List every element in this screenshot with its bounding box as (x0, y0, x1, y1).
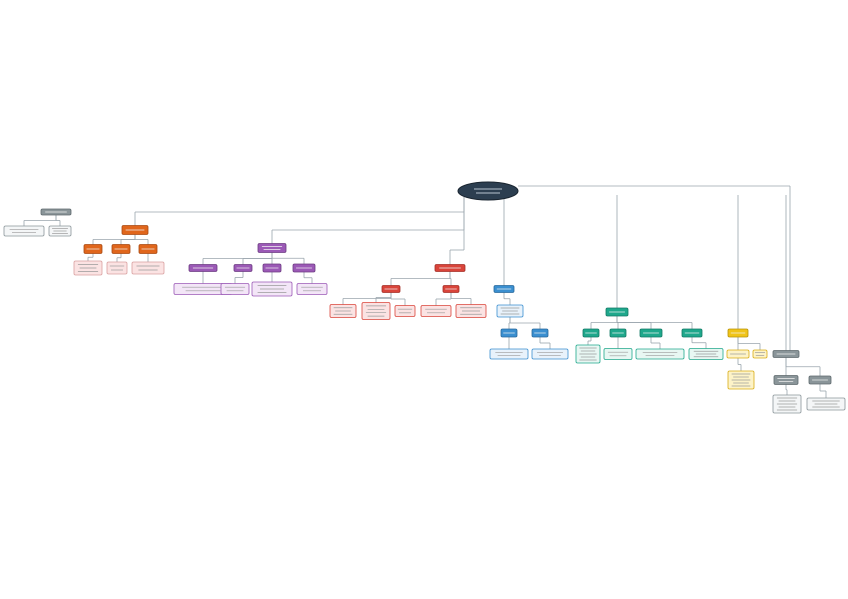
leaf-node (531, 348, 569, 360)
leaf-node (131, 261, 165, 275)
leaf-node (603, 348, 633, 360)
topic-node (257, 243, 287, 253)
leaf-node (635, 348, 685, 360)
leaf-node (220, 283, 250, 295)
leaf-node (3, 225, 45, 237)
leaf-node (394, 305, 416, 317)
leaf-node (420, 305, 452, 317)
leaf-node (296, 283, 328, 295)
leaf-node (489, 348, 529, 360)
leaf-node (106, 261, 128, 275)
topic-node (773, 375, 799, 385)
nodes (3, 208, 846, 414)
leaf-node (752, 349, 768, 359)
connectors (23, 185, 827, 398)
leaf-node (361, 302, 391, 320)
root-node (457, 181, 519, 201)
